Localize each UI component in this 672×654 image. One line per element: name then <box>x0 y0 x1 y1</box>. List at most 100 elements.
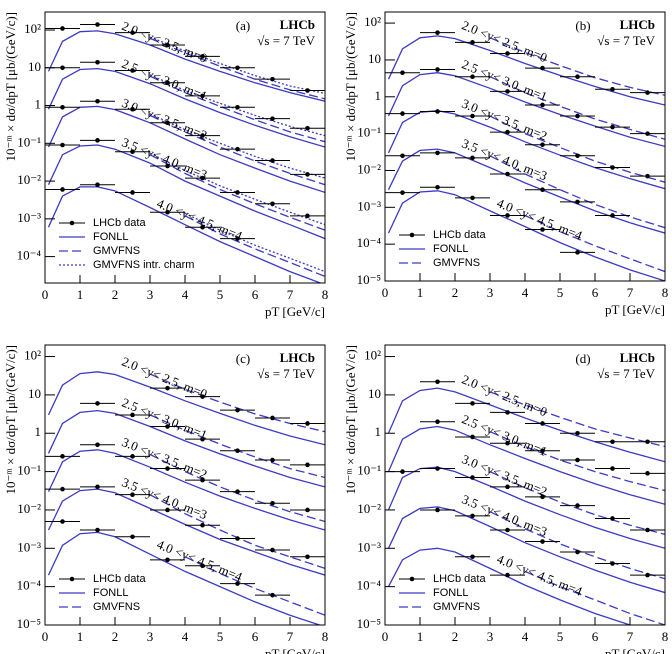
data-point <box>645 439 650 445</box>
data-point <box>200 133 205 138</box>
data-point <box>400 469 405 474</box>
data-point <box>235 407 240 413</box>
data-point <box>540 227 545 232</box>
data-point <box>400 70 405 76</box>
x-tick-label: 8 <box>662 629 669 644</box>
data-point <box>575 503 580 508</box>
y-axis-title: 10⁻ᵐ × dσ/dpT [μb/(GeV/c)] <box>343 345 358 494</box>
x-tick-label: 0 <box>382 285 389 300</box>
data-point <box>505 129 510 135</box>
legend-label: LHCb data <box>93 573 146 585</box>
data-point <box>610 213 615 218</box>
data-point <box>95 59 100 65</box>
legend-label: LHCb data <box>433 229 486 241</box>
data-point <box>540 102 545 108</box>
data-point <box>435 379 440 385</box>
x-tick-label: 2 <box>112 629 119 644</box>
data-point <box>575 549 580 555</box>
x-tick-label: 3 <box>487 629 494 644</box>
x-tick-label: 8 <box>662 285 669 300</box>
data-point <box>130 454 135 459</box>
data-point <box>400 190 405 195</box>
x-tick-label: 4 <box>182 629 189 644</box>
y-tick-label: 10⁻³ <box>17 210 41 225</box>
gmvfns-curve <box>489 155 665 229</box>
data-point <box>435 67 440 72</box>
gmvfns-curve <box>524 570 665 625</box>
data-point <box>575 430 580 436</box>
data-point <box>470 195 475 201</box>
data-point <box>95 138 100 143</box>
data-point <box>165 120 170 126</box>
data-point <box>95 484 100 490</box>
data-point <box>540 539 545 544</box>
data-point <box>130 492 135 497</box>
data-point <box>645 131 650 136</box>
y-axis-title: 10⁻ᵐ × dσ/dpT [μb/(GeV/c)] <box>3 12 18 161</box>
gmvfns-curve <box>489 391 665 448</box>
y-tick-label: 10⁻³ <box>357 539 381 554</box>
y-tick-label: 10² <box>24 21 41 36</box>
data-point <box>505 89 510 94</box>
y-tick-label: 10⁻⁵ <box>357 616 381 631</box>
experiment: LHCb <box>280 17 315 32</box>
data-point <box>470 155 475 161</box>
x-tick-label: 3 <box>147 629 154 644</box>
x-axis-title: pT [GeV/c] <box>605 646 665 654</box>
x-tick-label: 0 <box>382 629 389 644</box>
legend-label: FONLL <box>433 243 468 255</box>
rapidity-label: 3.5 <y< 4.0, m=3 <box>120 134 210 182</box>
y-tick-label: 10⁻¹ <box>357 463 381 478</box>
y-tick-label: 10⁻⁵ <box>357 272 381 287</box>
data-point <box>305 213 310 219</box>
fonll-curve <box>387 506 665 594</box>
data-point <box>575 250 580 255</box>
panel-label: (d) <box>575 351 590 366</box>
y-tick-label: 1 <box>375 88 382 103</box>
y-tick-label: 10 <box>28 59 41 74</box>
x-tick-label: 4 <box>182 287 189 302</box>
data-point <box>200 93 205 99</box>
x-axis-title: pT [GeV/c] <box>265 304 325 319</box>
data-point <box>470 554 475 560</box>
data-point <box>540 421 545 426</box>
x-tick-label: 6 <box>592 629 599 644</box>
data-point <box>470 401 475 406</box>
data-point <box>60 104 65 110</box>
data-point <box>235 236 240 241</box>
data-point <box>470 434 475 440</box>
data-point <box>610 561 615 566</box>
panel: 0 1 2 3 4 5 6 7 8 10⁻⁴ 10⁻³ 10⁻² 10⁻¹ 1 10 10² pT [GeV/c… <box>3 11 329 319</box>
data-point <box>165 163 170 169</box>
experiment: LHCb <box>620 17 655 32</box>
legend-swatch <box>409 232 415 238</box>
data-point <box>505 213 510 218</box>
data-point <box>165 209 170 215</box>
data-point <box>95 22 100 27</box>
data-point <box>505 572 510 578</box>
y-tick-label: 10⁻¹ <box>17 463 41 478</box>
fonll-curve <box>387 547 633 625</box>
data-point <box>270 201 275 207</box>
data-point <box>645 527 650 533</box>
fonll-curve <box>47 449 325 531</box>
y-tick-label: 10⁻² <box>357 501 381 516</box>
data-point <box>435 30 440 35</box>
data-point <box>470 74 475 80</box>
gmvfns-curve <box>149 154 325 231</box>
x-tick-label: 1 <box>77 287 84 302</box>
x-tick-label: 8 <box>322 287 329 302</box>
data-point <box>305 554 310 560</box>
data-point <box>305 172 310 177</box>
fonll-curve <box>387 35 665 106</box>
rapidity-label: 3.0 <y< 3.5, m=2 <box>120 95 210 143</box>
y-tick-label: 10⁻¹ <box>357 125 381 140</box>
y-tick-label: 10⁻² <box>17 501 41 516</box>
x-tick-label: 5 <box>557 629 564 644</box>
data-point <box>435 184 440 190</box>
y-tick-label: 10⁻⁴ <box>17 578 42 593</box>
plot-area <box>385 30 665 281</box>
data-point <box>540 448 545 454</box>
